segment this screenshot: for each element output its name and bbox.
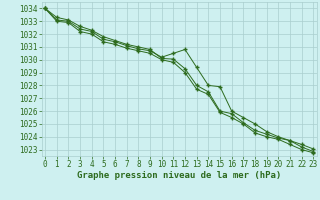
X-axis label: Graphe pression niveau de la mer (hPa): Graphe pression niveau de la mer (hPa) [77,171,281,180]
